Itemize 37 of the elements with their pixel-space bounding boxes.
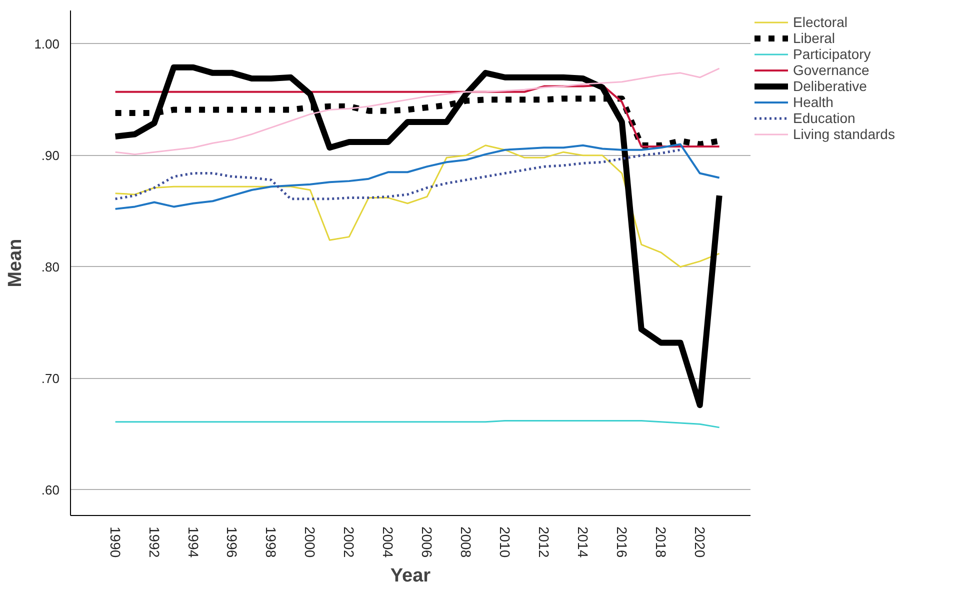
legend-label: Electoral: [793, 14, 848, 30]
legend-label: Health: [793, 94, 834, 110]
x-tick-label: 2018: [652, 526, 669, 558]
legend-label: Living standards: [793, 126, 895, 142]
x-tick-label: 2016: [614, 526, 630, 558]
legend-label: Education: [793, 110, 856, 126]
y-tick-label: .70: [41, 370, 60, 386]
x-tick-label: 1998: [263, 526, 280, 558]
line-series: [114, 144, 720, 268]
y-tick-label: .80: [41, 259, 60, 274]
y-tick-label: 1.00: [34, 36, 60, 52]
legend-label: Deliberative: [793, 78, 867, 94]
line-series: [114, 68, 720, 156]
x-tick-label: 1996: [224, 526, 240, 558]
x-tick-label: 1990: [107, 526, 124, 558]
x-tick-label: 2010: [497, 526, 513, 558]
x-tick-label: 1994: [185, 526, 202, 558]
x-tick-label: 2000: [302, 526, 318, 558]
x-tick-label: 2004: [380, 526, 396, 558]
y-axis-title: Mean: [5, 238, 26, 288]
legend-label: Liberal: [793, 30, 836, 46]
x-tick-label: 1992: [146, 526, 162, 558]
x-tick-label: 2020: [692, 526, 708, 558]
x-tick-label: 2006: [419, 526, 436, 558]
y-tick-label: .90: [41, 148, 60, 163]
x-tick-label: 2012: [536, 526, 552, 558]
line-series: [114, 143, 720, 210]
x-tick-label: 2008: [458, 526, 474, 558]
y-tick-label: .60: [41, 482, 60, 498]
line-series: [114, 84, 720, 148]
x-tick-label: 2014: [574, 526, 591, 558]
line-series: [114, 148, 682, 200]
legend-label: Governance: [793, 62, 870, 78]
line-series: [114, 420, 720, 428]
x-tick-label: 2002: [341, 526, 358, 558]
x-axis-title: Year: [390, 566, 432, 587]
legend-label: Participatory: [793, 46, 871, 62]
